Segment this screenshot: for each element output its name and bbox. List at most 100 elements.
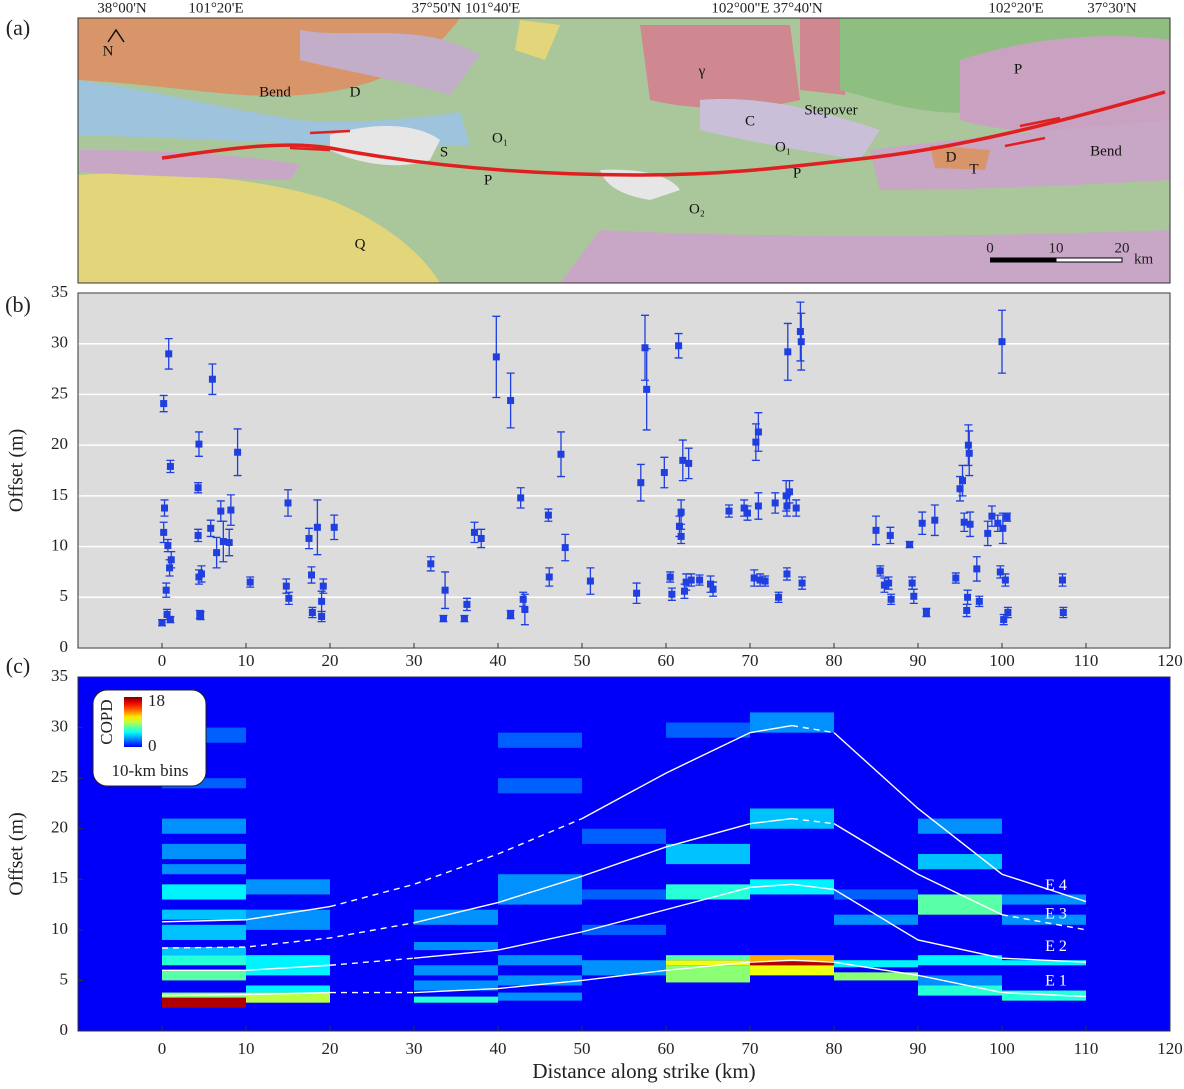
x-tick-label: 10 <box>238 1039 255 1058</box>
offset-marker <box>197 612 205 620</box>
density-band <box>750 879 834 895</box>
offset-marker <box>963 606 971 614</box>
offset-marker <box>680 587 688 595</box>
density-band <box>498 955 582 966</box>
y-tick-label: 5 <box>60 969 69 988</box>
panel-label: (c) <box>6 653 30 678</box>
x-tick-label: 50 <box>574 651 591 670</box>
map-coordinate: 38°00'N <box>97 0 147 16</box>
density-band <box>498 732 582 748</box>
density-band <box>750 955 834 962</box>
offset-marker <box>197 570 205 578</box>
offset-marker <box>641 344 649 352</box>
offset-marker <box>709 585 717 593</box>
density-band <box>582 924 666 935</box>
offset-marker <box>305 534 313 542</box>
offset-marker <box>234 448 242 456</box>
density-band <box>1002 990 1086 1001</box>
density-band <box>162 997 246 1008</box>
density-band <box>162 818 246 834</box>
offset-marker <box>973 565 981 573</box>
offset-marker <box>477 534 485 542</box>
offset-marker <box>208 375 216 383</box>
offset-marker <box>880 581 888 589</box>
offset-marker <box>1001 576 1009 584</box>
offset-marker <box>707 580 715 588</box>
offset-marker <box>492 353 500 361</box>
chart-scatter: 0 5 10 15 20 25 30 35 0 10 20 30 40 50 60 70 80 90 100 110 1… <box>6 282 1183 670</box>
event-curve <box>161 905 331 923</box>
offset-marker <box>1058 576 1066 584</box>
offset-marker <box>165 350 173 358</box>
density-band <box>162 924 246 940</box>
map-label: Bend <box>1090 143 1122 159</box>
x-tick-label: 0 <box>158 651 167 670</box>
density-band <box>918 985 1002 996</box>
offset-marker <box>160 528 168 536</box>
event-curve <box>161 922 415 949</box>
event-label: E 4 <box>1045 877 1067 894</box>
offset-marker <box>965 449 973 457</box>
offset-marker <box>441 586 449 594</box>
offset-marker <box>988 512 996 520</box>
density-band <box>918 894 1002 915</box>
map-coordinate: 102°20'E <box>988 0 1043 16</box>
density-band <box>246 879 330 895</box>
offset-marker <box>439 615 447 623</box>
x-tick-label: 100 <box>989 1039 1015 1058</box>
offset-marker <box>756 576 764 584</box>
map-coordinate: 37°30'N <box>1087 0 1137 16</box>
density-band <box>666 884 750 900</box>
offset-marker <box>195 440 203 448</box>
offset-marker <box>922 609 930 616</box>
map-label: N <box>103 43 114 59</box>
offset-marker <box>507 611 515 619</box>
density-band <box>162 909 246 920</box>
offset-marker <box>887 595 895 603</box>
density-band <box>162 970 246 981</box>
plot-background <box>78 293 1170 648</box>
y-tick-label: 30 <box>51 333 68 352</box>
offset-marker <box>194 531 202 539</box>
density-band <box>918 955 1002 966</box>
offset-marker <box>752 438 760 446</box>
offset-marker <box>761 577 769 585</box>
panel-label: (b) <box>5 292 31 317</box>
y-axis-title: Offset (m) <box>6 812 28 896</box>
y-tick-label: 15 <box>51 485 68 504</box>
offset-marker <box>318 613 326 621</box>
event-label: E 2 <box>1045 938 1067 955</box>
offset-marker <box>460 615 468 623</box>
map-label: S <box>440 144 448 160</box>
map-label: P <box>484 172 492 188</box>
offset-marker <box>798 579 806 587</box>
offset-marker <box>754 428 762 436</box>
chart-heatmap: 0 5 10 15 20 25 30 35 0 10 20 30 40 50 60 70 80 90 100 110 1… <box>6 666 1183 1083</box>
map-label: P <box>793 165 801 181</box>
density-band <box>498 975 582 986</box>
offset-marker <box>996 568 1004 576</box>
offset-marker <box>308 609 316 616</box>
offset-marker <box>167 556 175 564</box>
offset-marker <box>285 594 293 602</box>
offset-marker <box>470 528 478 536</box>
density-band <box>918 975 1002 986</box>
density-band <box>162 843 246 860</box>
x-tick-label: 70 <box>742 651 759 670</box>
offset-marker <box>660 469 668 477</box>
density-band <box>666 960 750 966</box>
offset-marker <box>1003 513 1011 521</box>
y-tick-label: 35 <box>51 666 68 685</box>
density-band <box>246 955 330 976</box>
map-coordinate: 37°50'N 101°40'E <box>412 0 521 16</box>
map-label: T <box>969 161 978 177</box>
offset-marker <box>784 348 792 356</box>
x-tick-label: 50 <box>574 1039 591 1058</box>
y-tick-label: 0 <box>60 1020 69 1039</box>
density-band <box>666 722 750 738</box>
scale-label: 0 <box>986 240 994 256</box>
x-tick-label: 40 <box>490 651 507 670</box>
density-band <box>246 992 330 1003</box>
map-label: γ <box>698 63 706 79</box>
offset-marker <box>682 578 690 586</box>
